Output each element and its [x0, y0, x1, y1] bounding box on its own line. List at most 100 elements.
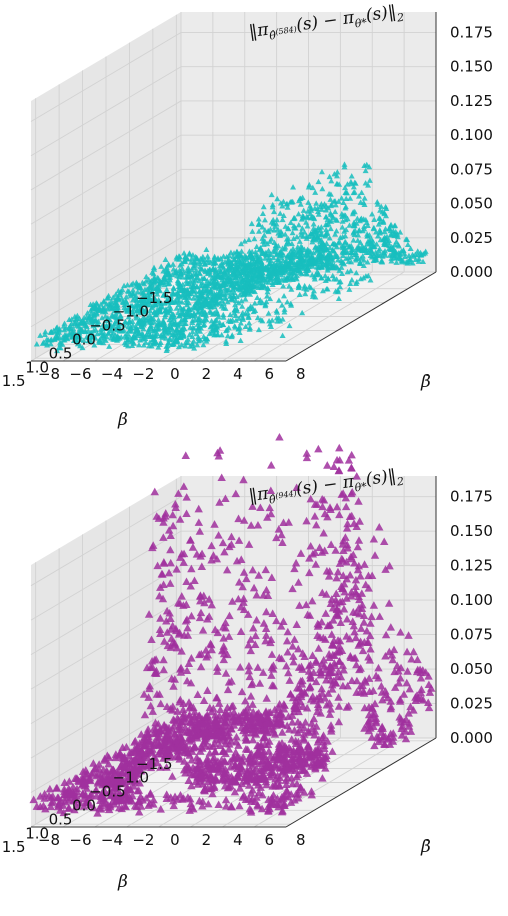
data-point — [277, 807, 287, 816]
data-point — [74, 340, 81, 347]
data-point — [272, 616, 281, 625]
data-point — [103, 301, 110, 307]
data-point — [216, 705, 225, 714]
data-point — [185, 794, 195, 803]
data-point — [190, 279, 197, 285]
data-point — [224, 290, 231, 296]
data-point — [201, 713, 210, 721]
data-point — [342, 205, 349, 211]
data-point — [82, 328, 89, 334]
data-point — [147, 333, 154, 339]
data-point — [191, 345, 198, 351]
data-point — [337, 490, 346, 498]
data-point — [374, 663, 383, 672]
data-point — [302, 453, 312, 462]
data-point — [317, 548, 327, 556]
data-point — [145, 737, 154, 745]
data-point — [396, 714, 406, 723]
data-point — [307, 762, 316, 770]
data-point — [37, 332, 44, 338]
data-point — [329, 213, 336, 219]
data-point — [92, 304, 99, 311]
data-point — [241, 238, 248, 244]
data-point — [234, 762, 243, 771]
data-point — [124, 282, 131, 288]
data-point — [378, 695, 387, 704]
data-point — [269, 753, 278, 762]
data-point — [105, 802, 115, 811]
data-point — [179, 714, 189, 722]
data-point — [380, 218, 387, 224]
data-point — [169, 682, 178, 690]
data-point — [134, 320, 141, 326]
grid-line-z-wall — [30, 530, 182, 621]
data-point — [364, 259, 371, 265]
data-point — [300, 788, 309, 796]
data-point — [298, 649, 307, 657]
data-point — [144, 693, 153, 701]
data-point — [299, 734, 308, 742]
data-point — [422, 250, 429, 256]
data-point — [214, 531, 223, 539]
data-point — [237, 337, 244, 343]
data-point — [245, 672, 254, 681]
data-point — [248, 565, 257, 574]
data-point — [226, 757, 235, 765]
data-point — [275, 781, 284, 789]
data-point — [238, 793, 247, 801]
data-point — [370, 741, 379, 750]
data-point — [195, 596, 205, 605]
data-point — [78, 789, 88, 798]
data-point — [312, 294, 319, 300]
data-point — [294, 252, 301, 258]
data-point — [307, 284, 314, 291]
data-point — [108, 298, 115, 304]
data-point — [176, 313, 183, 319]
data-point — [184, 256, 191, 262]
data-point — [333, 567, 343, 576]
data-point — [271, 269, 278, 276]
data-point — [143, 725, 153, 733]
data-point — [198, 318, 205, 324]
data-point — [158, 333, 165, 339]
data-point — [315, 263, 322, 270]
data-point — [335, 198, 342, 204]
data-point — [215, 741, 225, 750]
data-point — [247, 277, 254, 283]
data-point — [404, 258, 411, 265]
grid-line-z-wall — [30, 496, 182, 587]
data-point — [197, 282, 204, 289]
data-point — [375, 252, 382, 258]
data-point — [169, 318, 176, 325]
data-point — [355, 193, 362, 199]
data-point — [163, 286, 170, 293]
data-point — [177, 328, 184, 335]
data-point — [332, 231, 339, 237]
data-point — [329, 641, 338, 649]
data-point — [257, 804, 267, 813]
z-tick-label: 0.050 — [450, 660, 493, 678]
data-point — [156, 629, 165, 638]
data-point — [39, 340, 46, 346]
data-point — [252, 757, 261, 766]
data-point — [224, 298, 231, 305]
data-point — [233, 771, 242, 779]
data-point — [171, 313, 178, 320]
data-point — [63, 334, 70, 341]
data-point — [264, 806, 273, 814]
data-point — [310, 291, 317, 297]
data-point — [206, 330, 213, 337]
data-point — [248, 700, 257, 708]
data-point — [335, 646, 344, 654]
data-point — [279, 216, 286, 223]
data-point — [332, 251, 339, 257]
data-point — [381, 228, 388, 235]
data-point — [322, 244, 329, 250]
data-point — [131, 334, 138, 341]
data-point — [411, 696, 420, 705]
data-point — [238, 752, 248, 761]
data-point — [152, 669, 161, 678]
data-point — [347, 450, 356, 459]
z-tick-label: 0.125 — [450, 92, 493, 110]
data-point — [353, 565, 363, 574]
